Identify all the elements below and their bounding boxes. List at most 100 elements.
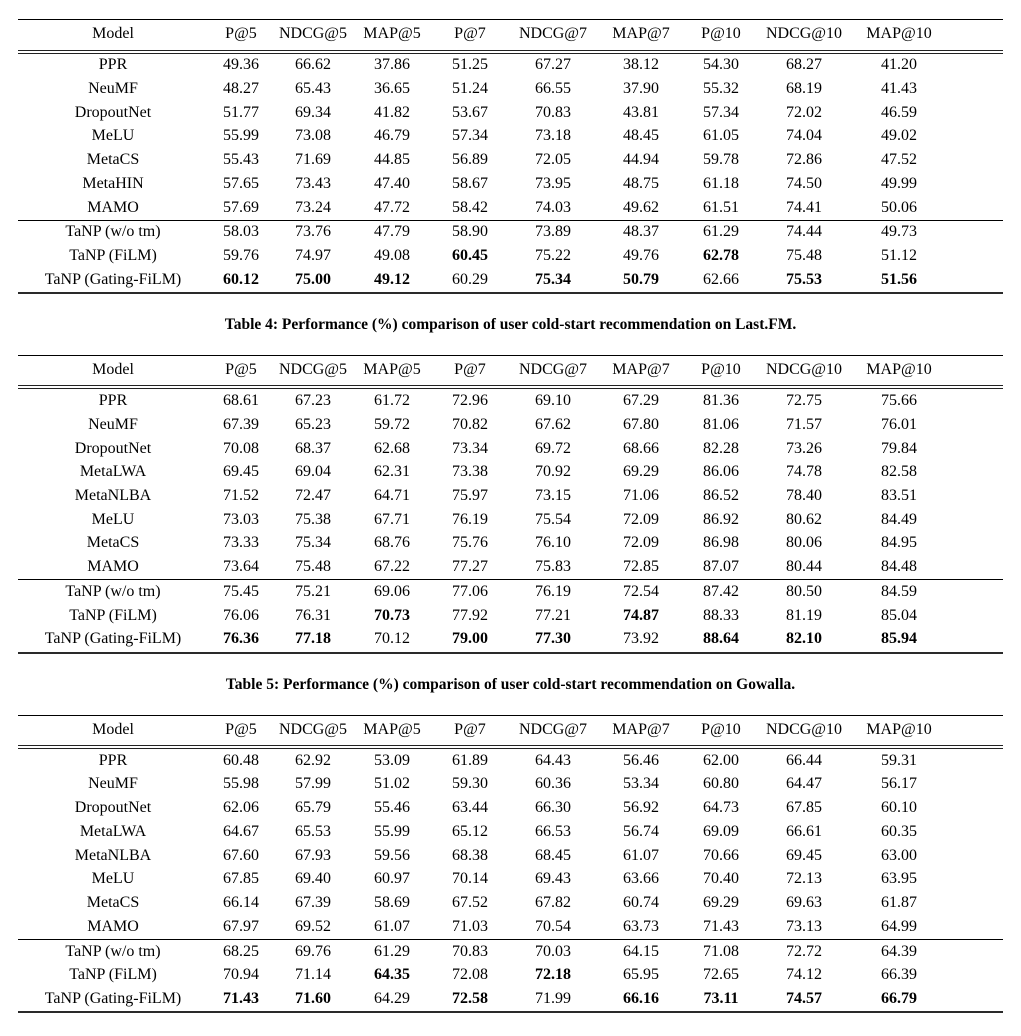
metric-value: 76.19 [452, 510, 488, 528]
metric-value: 84.49 [881, 510, 917, 528]
metric-value: 68.76 [374, 534, 410, 552]
metric-value: 69.43 [535, 870, 571, 888]
metric-value: 73.13 [786, 917, 822, 935]
metric-value: 73.33 [223, 534, 259, 552]
metric-value: 73.26 [786, 439, 822, 457]
metric-value: 66.16 [623, 990, 659, 1007]
metric-value: 65.43 [295, 79, 331, 97]
metric-value: 72.65 [703, 966, 739, 984]
metric-value: 51.02 [374, 775, 410, 793]
metric-value: 55.46 [374, 799, 410, 817]
column-header-map5: MAP@5 [352, 715, 432, 750]
table-row: MetaNLBA 67.60 67.93 59.56 68.38 68.45 61.07 70… [18, 844, 1003, 868]
metric-value: 65.53 [295, 822, 331, 840]
metric-value: 73.24 [295, 198, 331, 216]
metric-value: 81.06 [703, 415, 739, 433]
model-name: PPR [98, 56, 128, 74]
metric-value: 53.67 [452, 103, 488, 121]
metric-value: 74.12 [786, 966, 822, 984]
metric-value: 71.99 [535, 990, 571, 1007]
metric-value: 68.25 [208, 938, 274, 964]
metric-value: 56.74 [623, 822, 659, 840]
metric-value: 72.05 [535, 151, 571, 169]
metric-value: 72.47 [295, 486, 331, 504]
model-name: NeuMF [88, 79, 138, 97]
metric-value: 66.39 [881, 966, 917, 984]
column-header-map7: MAP@7 [598, 19, 684, 54]
table-row: MeLU 73.03 75.38 67.71 76.19 75.54 72.09 86.92 8… [18, 508, 1003, 532]
table-row: MetaNLBA 71.52 72.47 64.71 75.97 73.15 71.06 86… [18, 484, 1003, 508]
metric-value: 68.66 [623, 439, 659, 457]
metric-value: 75.53 [786, 270, 822, 288]
metric-value: 60.45 [452, 247, 488, 265]
metric-value: 84.48 [881, 558, 917, 576]
table-row: TaNP (FiLM) 70.94 71.14 64.35 72.08 72.18 65.9… [18, 964, 1003, 988]
metric-value: 72.72 [758, 938, 850, 964]
metric-value: 57.99 [295, 775, 331, 793]
metric-value: 67.85 [223, 870, 259, 888]
metric-value: 72.75 [786, 392, 822, 410]
metric-value: 61.07 [623, 846, 659, 864]
metric-value: 70.66 [703, 846, 739, 864]
metric-value: 69.45 [223, 463, 259, 481]
model-name: NeuMF [88, 775, 138, 793]
column-header-p7: P@7 [432, 715, 508, 750]
metric-value: 44.85 [374, 151, 410, 169]
metric-value: 74.97 [295, 247, 331, 265]
metric-value: 51.77 [223, 103, 259, 121]
metric-value: 67.23 [295, 392, 331, 410]
metric-value: 55.99 [374, 822, 410, 840]
metric-value: 51.25 [452, 56, 488, 74]
metric-value: 86.52 [703, 486, 739, 504]
metric-value: 70.54 [535, 917, 571, 935]
metric-value: 38.12 [623, 56, 659, 74]
metric-value: 57.34 [452, 127, 488, 145]
metric-value: 44.94 [623, 151, 659, 169]
metric-value: 58.69 [374, 894, 410, 912]
lastfm-results-table: Model P@5 NDCG@5 MAP@5 P@7 NDCG@7 MAP@7 P@10 NDC… [18, 19, 1003, 294]
metric-value: 55.43 [223, 151, 259, 169]
column-header-p7: P@7 [432, 19, 508, 54]
model-name: MAMO [87, 198, 139, 216]
column-header-ndcg7: NDCG@7 [508, 355, 598, 390]
metric-value: 63.66 [623, 870, 659, 888]
metric-value: 67.27 [535, 56, 571, 74]
column-header-ndcg7: NDCG@7 [508, 715, 598, 750]
metric-value: 60.12 [223, 270, 259, 288]
metric-value: 84.59 [850, 579, 1003, 605]
metric-value: 47.72 [374, 198, 410, 216]
metric-value: 49.76 [623, 247, 659, 265]
metric-value: 68.38 [452, 846, 488, 864]
metric-value: 51.12 [881, 247, 917, 265]
column-header-p10: P@10 [684, 355, 758, 390]
metric-value: 70.83 [432, 938, 508, 964]
metric-value: 77.30 [535, 630, 571, 648]
metric-value: 56.92 [623, 799, 659, 817]
metric-value: 75.54 [535, 510, 571, 528]
metric-value: 68.27 [786, 56, 822, 74]
table-row: TaNP (w/o tm) 68.25 69.76 61.29 70.83 70.03 64… [18, 938, 1003, 964]
model-name: MetaNLBA [74, 486, 152, 504]
metric-value: 43.81 [623, 103, 659, 121]
metric-value: 86.06 [703, 463, 739, 481]
model-name: TaNP (Gating-FiLM) [44, 630, 182, 648]
metric-value: 60.36 [535, 775, 571, 793]
metric-value: 64.73 [703, 799, 739, 817]
header-row: Model P@5 NDCG@5 MAP@5 P@7 NDCG@7 MAP@7 P@10 NDC… [18, 19, 1003, 54]
metric-value: 85.04 [881, 606, 917, 624]
metric-value: 67.39 [223, 415, 259, 433]
metric-value: 61.05 [703, 127, 739, 145]
column-header-ndcg10: NDCG@10 [758, 355, 850, 390]
column-header-map10: MAP@10 [850, 19, 1003, 54]
metric-value: 53.34 [623, 775, 659, 793]
metric-value: 61.89 [452, 751, 488, 769]
table-row: PPR 49.36 66.62 37.86 51.25 67.27 38.12 54.30 68… [18, 52, 1003, 78]
metric-value: 57.69 [223, 198, 259, 216]
table-row: TaNP (FiLM) 59.76 74.97 49.08 60.45 75.22 49.7… [18, 244, 1003, 268]
metric-value: 76.36 [223, 630, 259, 648]
model-name: TaNP (FiLM) [69, 247, 157, 265]
metric-value: 41.20 [881, 56, 917, 74]
metric-value: 60.29 [452, 270, 488, 288]
column-header-ndcg5: NDCG@5 [274, 19, 352, 54]
metric-value: 57.65 [223, 174, 259, 192]
